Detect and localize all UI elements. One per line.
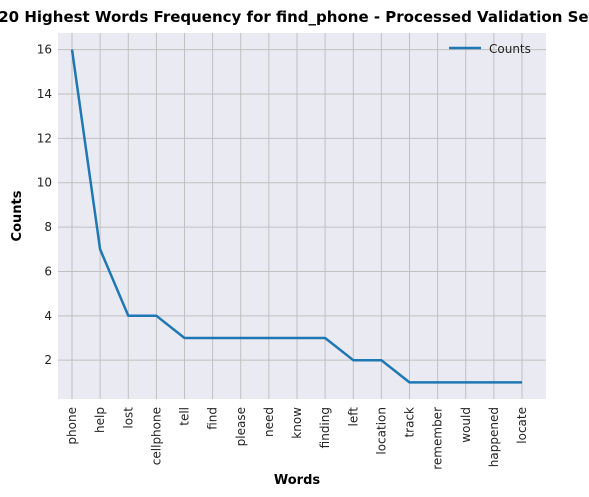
y-tick-label: 6 — [44, 264, 52, 278]
plot-area — [58, 33, 546, 399]
chart-title: 20 Highest Words Frequency for find_phon… — [0, 8, 589, 26]
x-tick-label: left — [346, 407, 360, 427]
x-tick-label: locate — [515, 407, 529, 444]
y-axis-ticks: 2 4 6 8 10 12 14 16 — [37, 43, 52, 368]
y-tick-label: 14 — [37, 87, 52, 101]
x-tick-label: location — [374, 407, 388, 455]
y-tick-label: 12 — [37, 131, 52, 145]
x-tick-label: lost — [121, 407, 135, 429]
y-tick-label: 2 — [44, 353, 52, 367]
series-layer — [70, 49, 522, 384]
x-tick-label: cellphone — [149, 407, 163, 465]
x-tick-label: please — [234, 407, 248, 446]
grid — [58, 33, 546, 399]
legend-label-counts: Counts — [489, 42, 531, 56]
y-tick-label: 16 — [37, 43, 52, 57]
x-tick-label: find — [206, 407, 220, 430]
x-tick-label: track — [403, 407, 417, 438]
y-tick-label: 4 — [44, 309, 52, 323]
x-tick-label: phone — [65, 407, 79, 445]
x-tick-label: remember — [431, 407, 445, 470]
x-tick-label: tell — [178, 407, 192, 426]
x-tick-label: help — [93, 407, 107, 433]
x-tick-label: know — [290, 407, 304, 439]
x-axis-label: Words — [274, 473, 321, 488]
x-axis-ticks: phone help lost cellphone tell find please need… — [65, 407, 529, 470]
x-tick-label: finding — [318, 407, 332, 448]
series-line-counts — [70, 49, 522, 384]
y-axis-label: Counts — [10, 190, 25, 241]
x-tick-label: need — [262, 407, 276, 437]
y-tick-label: 10 — [37, 176, 52, 190]
y-tick-label: 8 — [44, 220, 52, 234]
x-tick-label: happened — [487, 407, 501, 467]
legend: Counts — [449, 42, 531, 56]
x-tick-label: would — [459, 407, 473, 443]
